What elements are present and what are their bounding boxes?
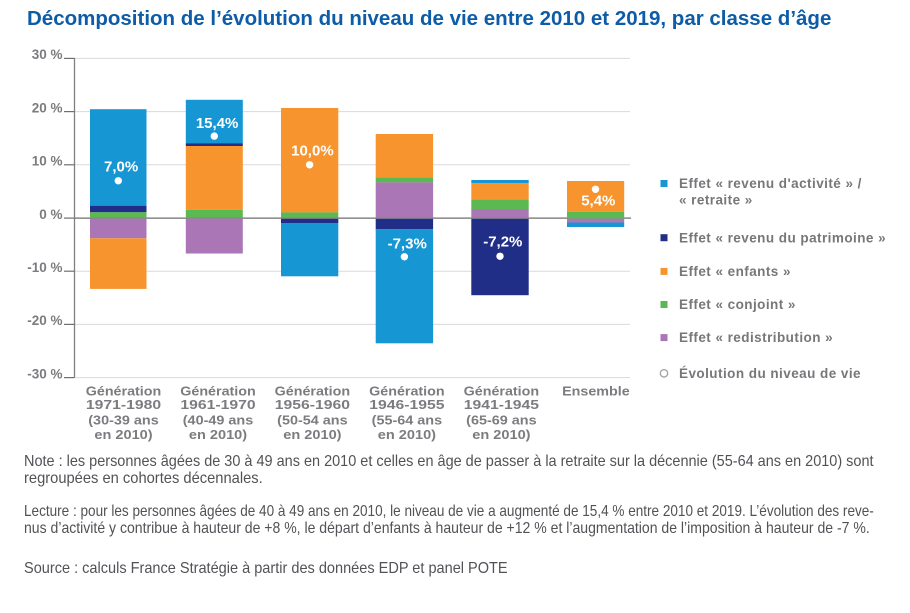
svg-text:(40-49 ans: (40-49 ans [183,413,254,427]
svg-text:(30-39 ans: (30-39 ans [88,413,159,427]
svg-text:-7,2%: -7,2% [483,234,522,251]
svg-text:(65-69 ans: (65-69 ans [466,413,537,427]
svg-text:Évolution du niveau de vie: Évolution du niveau de vie [679,366,861,381]
svg-text:en 2010): en 2010) [189,428,247,442]
svg-text:Effet « revenu d'activité » /: Effet « revenu d'activité » / [679,176,862,191]
svg-text:-30 %: -30 % [27,366,62,381]
svg-text:Effet « redistribution »: Effet « redistribution » [679,330,833,345]
svg-text:10,0%: 10,0% [291,143,334,160]
svg-text:Effet « revenu du patrimoine »: Effet « revenu du patrimoine » [679,230,886,245]
svg-text:Génération: Génération [464,385,540,399]
svg-text:1946-1955: 1946-1955 [369,398,444,412]
svg-text:-7,3%: -7,3% [388,236,427,253]
svg-text:Ensemble: Ensemble [562,385,630,399]
svg-text:1961-1970: 1961-1970 [180,398,255,412]
svg-text:15,4%: 15,4% [196,115,239,132]
svg-text:10 %: 10 % [32,154,63,169]
svg-text:« retraite »: « retraite » [679,193,753,208]
svg-text:30 %: 30 % [32,47,63,62]
svg-text:(55-64 ans: (55-64 ans [372,413,443,427]
svg-text:en 2010): en 2010) [94,428,152,442]
svg-text:20 %: 20 % [32,100,63,115]
svg-text:en 2010): en 2010) [283,428,341,442]
svg-text:0 %: 0 % [39,207,62,222]
svg-text:Génération: Génération [275,385,351,399]
svg-text:-10 %: -10 % [27,260,62,275]
svg-text:5,4%: 5,4% [581,193,615,210]
svg-text:Effet « conjoint »: Effet « conjoint » [679,297,796,312]
svg-text:-20 %: -20 % [27,313,62,328]
svg-text:1941-1945: 1941-1945 [464,398,539,412]
svg-text:en 2010): en 2010) [472,428,530,442]
svg-text:(50-54 ans: (50-54 ans [277,413,348,427]
svg-text:en 2010): en 2010) [378,428,436,442]
svg-text:Génération: Génération [86,385,162,399]
svg-text:7,0%: 7,0% [104,159,138,176]
svg-text:Génération: Génération [369,385,445,399]
svg-text:1956-1960: 1956-1960 [275,398,350,412]
svg-text:Effet « enfants »: Effet « enfants » [679,264,791,279]
svg-text:Génération: Génération [180,385,256,399]
svg-text:1971-1980: 1971-1980 [86,398,161,412]
